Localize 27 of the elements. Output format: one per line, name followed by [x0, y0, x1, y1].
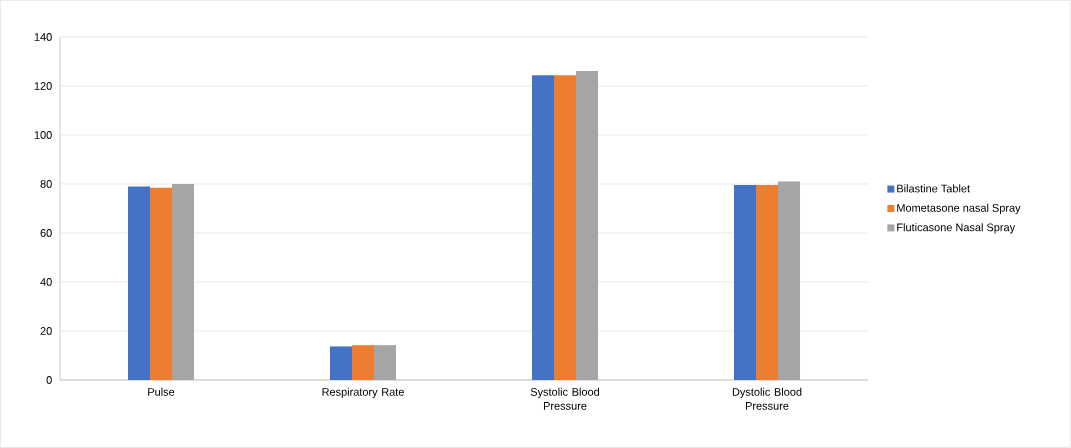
- x-tick-label: Pulse: [148, 387, 175, 396]
- y-tick-label: 20: [40, 327, 52, 335]
- x-tick-label: Respiratory Rate: [322, 387, 404, 398]
- bar: [330, 346, 353, 380]
- bar: [576, 71, 599, 380]
- bar: [128, 186, 151, 380]
- y-tick-label: 120: [34, 82, 52, 90]
- y-tick-label: 80: [40, 180, 52, 188]
- bar: [374, 345, 397, 380]
- x-tick-label: Systolic Blood Pressure: [530, 387, 600, 410]
- legend-label: Bilastine Tablet: [897, 184, 970, 193]
- y-tick-label: 100: [34, 131, 52, 139]
- y-tick-label: 40: [40, 278, 52, 286]
- x-tick-label: Dystolic Blood Pressure: [732, 387, 802, 410]
- bar: [352, 345, 375, 380]
- bar: [172, 183, 195, 380]
- legend-label: Fluticasone Nasal Spray: [897, 223, 1016, 234]
- bar: [734, 184, 757, 380]
- bar: [150, 187, 173, 380]
- bar: [778, 181, 801, 380]
- bar: [756, 184, 779, 380]
- y-tick-label: 0: [46, 376, 52, 384]
- legend-label: Mometasone nasal Spray: [897, 203, 1021, 214]
- y-tick-label: 140: [34, 33, 52, 41]
- bar: [554, 75, 577, 380]
- bar: [532, 75, 555, 380]
- y-tick-label: 60: [40, 229, 52, 237]
